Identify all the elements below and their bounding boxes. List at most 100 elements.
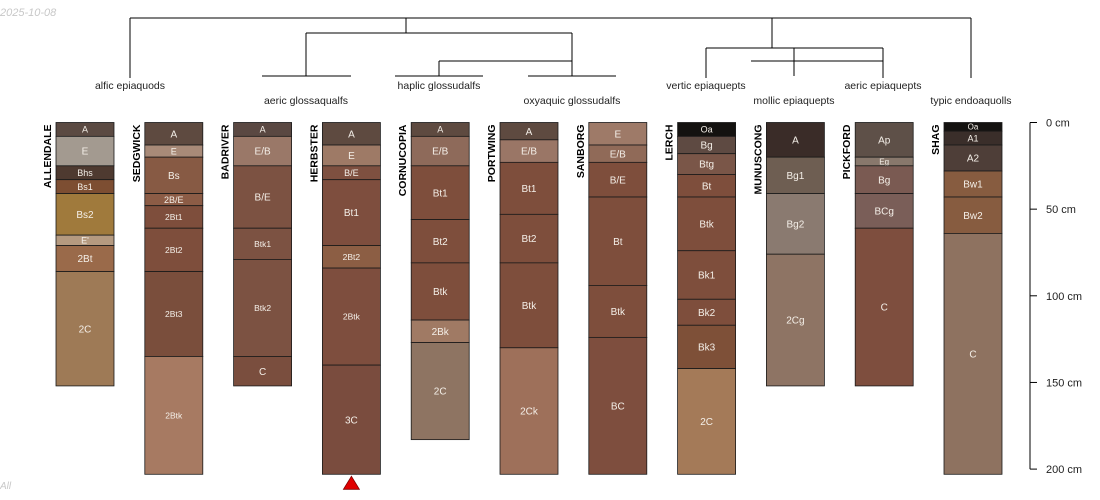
horizon-label: Btg xyxy=(699,160,714,171)
horizon-shag-bw1 xyxy=(943,170,1003,198)
group-label-haplic-glossudalfs: haplic glossudalfs xyxy=(398,80,481,92)
horizon-lerch-2c xyxy=(677,368,736,475)
truncation-marker-icon xyxy=(342,475,361,490)
horizon-label: Bt1 xyxy=(521,184,536,195)
horizon-munuscong-a xyxy=(766,122,825,158)
profile-name: HERBSTER xyxy=(308,124,320,182)
horizon-pickford-bg xyxy=(854,165,914,194)
group-label-aeric-glossaqualfs: aeric glossaqualfs xyxy=(264,95,348,107)
horizon-label: Bt2 xyxy=(433,237,448,248)
horizon-label: A xyxy=(260,125,266,135)
horizon-sanborg-b-e xyxy=(588,161,648,198)
horizon-label: E xyxy=(82,147,89,158)
horizon-sanborg-bc xyxy=(588,336,648,475)
horizon-label: E' xyxy=(81,236,89,246)
profile-name: CORNUCOPIA xyxy=(397,124,409,196)
horizon-label: Bk1 xyxy=(698,271,716,282)
horizon-allendale-2c xyxy=(55,271,115,387)
horizon-cornucopia-btk xyxy=(410,262,470,321)
horizon-label: Btk2 xyxy=(254,303,271,313)
profile-sanborg: SANBORG E E/B B/E Bt Btk BC xyxy=(575,122,648,475)
horizon-label: Bw1 xyxy=(963,180,983,191)
depth-tick-label: 150 cm xyxy=(1046,377,1082,389)
horizon-label: 2Cg xyxy=(786,316,804,327)
horizon-label: E/B xyxy=(255,147,271,158)
horizon-sedgwick-2bt3 xyxy=(144,271,204,357)
horizon-cornucopia-bt1 xyxy=(410,165,470,220)
horizon-label: Bw2 xyxy=(963,211,983,222)
horizon-label: B/E xyxy=(255,193,271,204)
horizon-label: Btk xyxy=(611,307,626,318)
horizon-cornucopia-bt2 xyxy=(410,219,470,264)
horizon-sanborg-bt xyxy=(588,196,648,286)
profile-name: PORTWING xyxy=(486,125,498,183)
horizon-label: C xyxy=(969,349,976,360)
horizon-label: 2Bt1 xyxy=(165,212,183,222)
profile-name: BADRIVER xyxy=(220,124,232,179)
horizon-label: 2Bt3 xyxy=(165,309,183,319)
horizon-label: 2Bk xyxy=(432,327,450,338)
horizon-herbster-bt1 xyxy=(321,179,381,246)
horizon-label: Bs xyxy=(168,171,180,182)
group-label-vertic-epiaquepts: vertic epiaquepts xyxy=(666,80,745,92)
horizon-label: E/B xyxy=(521,147,537,158)
horizon-label: A xyxy=(437,125,443,135)
horizon-label: Bt1 xyxy=(433,188,448,199)
horizon-label: Bt xyxy=(613,237,623,248)
depth-tick-label: 0 cm xyxy=(1046,118,1070,130)
horizon-label: 2Bt xyxy=(77,254,92,265)
horizon-sedgwick-2bt2 xyxy=(144,227,204,272)
horizon-label: Btk xyxy=(522,301,537,312)
horizon-label: A1 xyxy=(967,133,978,143)
horizon-label: Bg2 xyxy=(787,219,805,230)
horizon-sedgwick-2btk xyxy=(144,356,204,475)
horizon-portwing-bt2 xyxy=(499,213,559,264)
horizon-label: 2Btk xyxy=(165,410,183,420)
horizon-pickford-c xyxy=(854,227,914,387)
horizon-label: B/E xyxy=(344,168,359,178)
horizon-lerch-bk3 xyxy=(677,324,736,369)
horizon-label: A xyxy=(526,127,533,138)
horizon-label: Bs1 xyxy=(77,182,93,192)
horizon-label: Bt xyxy=(702,181,712,192)
profile-herbster: HERBSTER AE B/E Bt1 2Bt2 2Btk 3C xyxy=(308,122,381,475)
horizon-label: A2 xyxy=(967,154,980,165)
horizon-label: E xyxy=(614,129,621,140)
group-label-aeric-epiaquepts: aeric epiaquepts xyxy=(844,80,921,92)
group-label-typic-endoaquolls: typic endoaquolls xyxy=(930,95,1011,107)
horizon-badriver-btk2 xyxy=(233,259,293,357)
horizon-label: Btk xyxy=(433,287,448,298)
profile-allendale: ALLENDALE A E Bhs Bs1 Bs2 E' 2Bt 2C xyxy=(42,122,115,387)
horizon-label: Btk xyxy=(699,219,714,230)
horizon-label: Bhs xyxy=(77,168,93,178)
profile-name: MUNUSCONG xyxy=(752,125,764,195)
horizon-label: Bt1 xyxy=(344,208,359,219)
horizon-label: 2C xyxy=(700,417,713,428)
horizon-label: 3C xyxy=(345,415,358,426)
horizon-label: Bg xyxy=(878,175,890,186)
profile-munuscong: MUNUSCONG A Bg1 Bg2 2Cg xyxy=(752,122,825,387)
horizon-badriver-e-b xyxy=(233,135,293,167)
horizon-label: Oa xyxy=(968,123,979,132)
horizon-label: E/B xyxy=(432,147,448,158)
profile-name: PICKFORD xyxy=(841,124,853,179)
horizon-munuscong-2cg xyxy=(766,253,825,387)
profile-name: SANBORG xyxy=(575,125,587,179)
depth-tick-label: 200 cm xyxy=(1046,464,1082,476)
profile-cornucopia: CORNUCOPIA A E/B Bt1 Bt2 Btk 2Bk 2C xyxy=(397,122,470,441)
horizon-sanborg-btk xyxy=(588,285,648,338)
dendrogram xyxy=(129,17,972,78)
horizon-label: Bt2 xyxy=(521,234,536,245)
horizon-label: E xyxy=(171,146,177,156)
horizon-label: Bk3 xyxy=(698,343,716,354)
horizon-label: C xyxy=(881,303,888,314)
horizon-label: 2C xyxy=(434,387,447,398)
horizon-lerch-bk1 xyxy=(677,250,736,300)
group-label-mollic-epiaquepts: mollic epiaquepts xyxy=(753,95,834,107)
horizon-label: B/E xyxy=(610,175,626,186)
depth-tick-label: 100 cm xyxy=(1046,291,1082,303)
group-label-oxyaquic-glossudalfs: oxyaquic glossudalfs xyxy=(524,95,621,107)
horizon-label: E/B xyxy=(610,149,626,160)
